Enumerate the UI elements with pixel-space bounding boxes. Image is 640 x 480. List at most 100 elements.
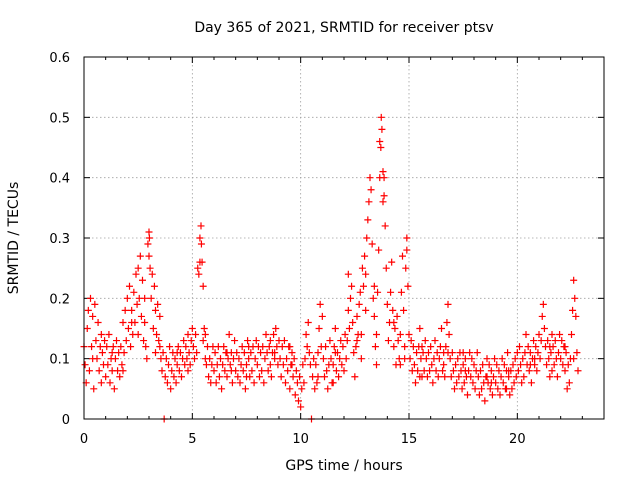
data-point bbox=[118, 361, 126, 369]
data-point bbox=[452, 361, 460, 369]
data-point bbox=[272, 325, 280, 332]
x-tick-label: 0 bbox=[80, 432, 88, 447]
data-point bbox=[136, 252, 144, 260]
data-point bbox=[390, 318, 398, 326]
data-point bbox=[518, 379, 526, 387]
data-point bbox=[403, 246, 411, 254]
data-point bbox=[487, 367, 495, 375]
data-point bbox=[562, 349, 570, 357]
data-point bbox=[526, 349, 534, 357]
data-point bbox=[439, 367, 447, 375]
data-point bbox=[170, 373, 178, 381]
data-point bbox=[336, 355, 344, 363]
data-point bbox=[332, 367, 340, 375]
data-point bbox=[98, 349, 106, 357]
data-point bbox=[490, 373, 497, 381]
data-point bbox=[447, 373, 455, 381]
data-point bbox=[561, 343, 569, 351]
data-point bbox=[505, 373, 513, 381]
data-point bbox=[270, 331, 278, 339]
data-point bbox=[351, 373, 359, 381]
data-point bbox=[540, 325, 548, 332]
data-point bbox=[319, 355, 327, 363]
data-point bbox=[180, 337, 188, 345]
data-point bbox=[478, 385, 486, 393]
data-point bbox=[382, 264, 390, 272]
data-point bbox=[297, 403, 305, 411]
data-point bbox=[431, 337, 439, 345]
data-point bbox=[516, 343, 523, 351]
y-tick-label: 0 bbox=[62, 413, 70, 428]
data-point bbox=[305, 349, 313, 357]
data-point bbox=[362, 270, 370, 278]
data-point bbox=[532, 343, 540, 351]
data-point bbox=[95, 367, 103, 375]
data-point bbox=[374, 288, 382, 296]
data-point bbox=[356, 288, 364, 296]
data-point bbox=[185, 349, 193, 357]
data-point bbox=[139, 276, 146, 284]
data-point bbox=[252, 337, 260, 345]
data-point bbox=[495, 367, 503, 375]
data-point bbox=[314, 373, 322, 381]
data-point bbox=[178, 373, 185, 381]
data-point bbox=[362, 306, 370, 314]
data-point bbox=[205, 373, 213, 381]
data-point bbox=[479, 361, 487, 369]
data-point bbox=[434, 373, 442, 381]
data-point bbox=[221, 367, 229, 375]
y-tick-label: 0.6 bbox=[49, 51, 70, 66]
data-point bbox=[379, 168, 387, 176]
data-point bbox=[394, 337, 402, 345]
data-point bbox=[223, 373, 231, 381]
data-point bbox=[366, 174, 374, 182]
data-point bbox=[311, 385, 319, 393]
data-point bbox=[120, 349, 128, 357]
data-point bbox=[355, 300, 363, 308]
data-point bbox=[520, 373, 528, 381]
data-point bbox=[326, 337, 334, 345]
data-point bbox=[295, 397, 302, 405]
data-point bbox=[227, 367, 235, 375]
data-point bbox=[340, 367, 348, 375]
data-point bbox=[243, 361, 250, 369]
data-point bbox=[488, 391, 496, 399]
data-point bbox=[397, 288, 405, 296]
data-point bbox=[117, 343, 125, 351]
data-point bbox=[380, 192, 388, 200]
data-point bbox=[288, 349, 296, 357]
data-point bbox=[499, 379, 507, 387]
data-point bbox=[517, 361, 525, 369]
data-point bbox=[166, 343, 174, 351]
data-point bbox=[182, 343, 190, 351]
data-point bbox=[109, 343, 117, 351]
data-point bbox=[491, 355, 499, 363]
data-point bbox=[510, 379, 518, 387]
data-point bbox=[298, 385, 306, 393]
data-point bbox=[101, 337, 109, 345]
data-point bbox=[218, 385, 226, 393]
data-point bbox=[243, 373, 250, 381]
data-point bbox=[483, 373, 491, 381]
data-point bbox=[335, 373, 343, 381]
data-point bbox=[477, 367, 484, 375]
data-point bbox=[474, 373, 482, 381]
data-point bbox=[128, 318, 136, 326]
data-point bbox=[459, 361, 467, 369]
data-point bbox=[496, 391, 504, 399]
data-point bbox=[284, 367, 292, 375]
data-point bbox=[102, 373, 110, 381]
data-point bbox=[347, 294, 354, 302]
data-point bbox=[266, 361, 274, 369]
data-point bbox=[344, 306, 352, 314]
data-point bbox=[318, 312, 326, 320]
data-point bbox=[215, 373, 223, 381]
data-point bbox=[572, 312, 580, 320]
data-point bbox=[299, 361, 307, 369]
data-point bbox=[259, 343, 267, 351]
data-point bbox=[493, 361, 501, 369]
data-point bbox=[440, 361, 448, 369]
data-point bbox=[223, 349, 231, 357]
axis-ticks bbox=[83, 56, 604, 420]
data-point bbox=[280, 337, 288, 345]
